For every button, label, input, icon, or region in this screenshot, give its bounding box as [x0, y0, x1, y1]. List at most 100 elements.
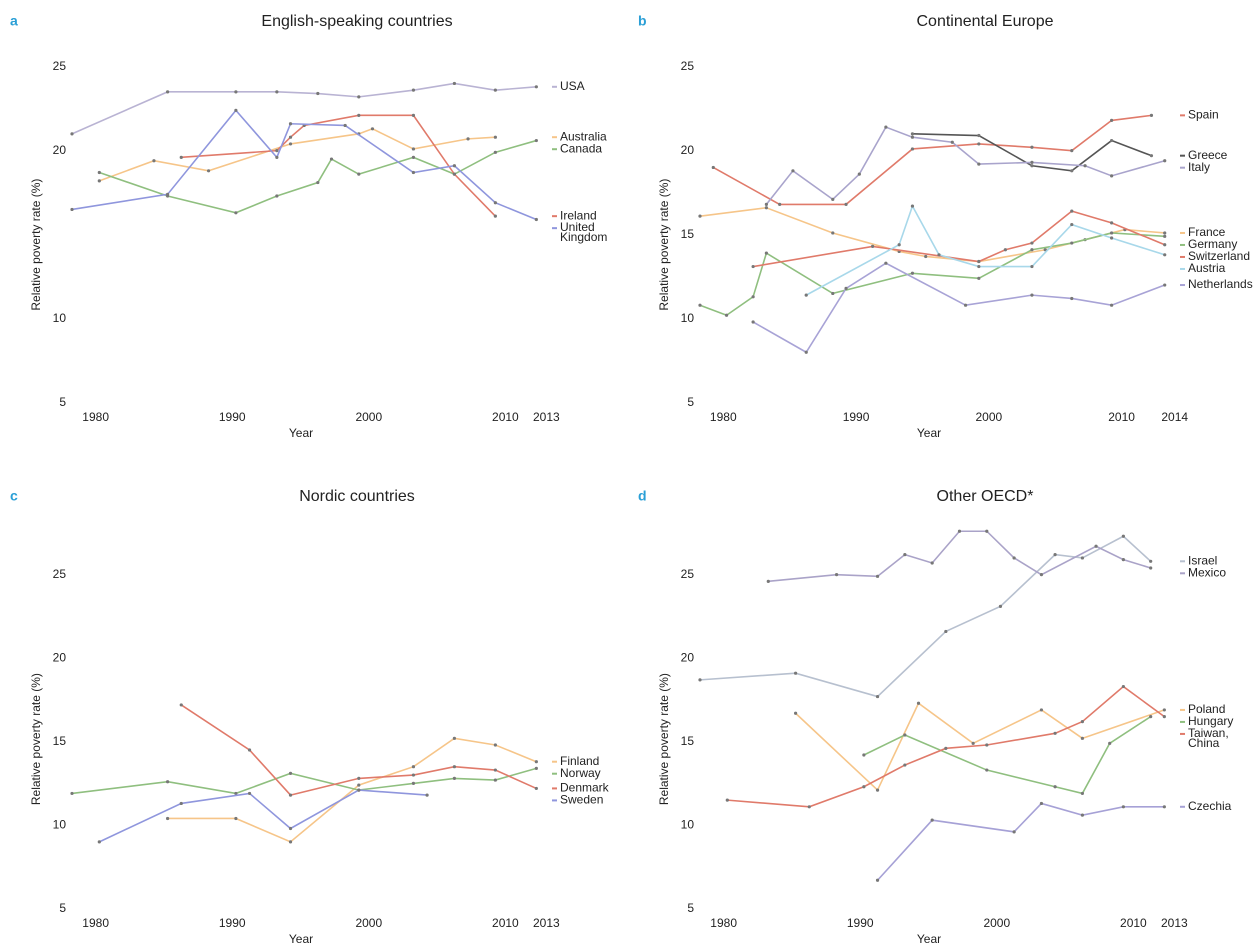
point: [985, 529, 989, 533]
x-tick-label: 1990: [847, 916, 874, 930]
legend-label: Germany: [1188, 237, 1237, 251]
x-axis-label: Year: [917, 932, 941, 946]
y-tick-label: 10: [53, 818, 67, 832]
point: [844, 286, 848, 290]
line: [71, 767, 537, 795]
point: [1149, 715, 1153, 719]
x-tick-label: 2010: [1108, 410, 1135, 424]
point: [862, 753, 866, 757]
point: [1110, 236, 1114, 240]
point: [1030, 160, 1034, 164]
legend-label: Sweden: [560, 793, 603, 807]
point: [466, 137, 470, 141]
legend-label: Denmark: [560, 781, 610, 795]
line: [99, 127, 496, 182]
point: [1163, 243, 1167, 247]
point: [357, 95, 361, 99]
point: [957, 529, 962, 533]
point: [493, 201, 497, 205]
legend-label: Poland: [1188, 702, 1225, 716]
point: [831, 291, 835, 296]
line: [71, 109, 537, 221]
x-axis-label: Year: [289, 426, 313, 440]
point: [794, 711, 798, 715]
point: [1080, 556, 1084, 560]
point: [316, 180, 320, 185]
y-tick-label: 5: [687, 901, 694, 915]
point: [903, 733, 907, 737]
point: [288, 142, 293, 146]
point: [857, 172, 861, 176]
point: [493, 88, 497, 92]
point: [724, 313, 729, 317]
line: [98, 789, 428, 843]
point: [977, 142, 981, 146]
point: [288, 122, 293, 126]
point: [897, 243, 901, 247]
point: [179, 801, 183, 806]
point: [166, 780, 170, 784]
point: [977, 264, 981, 269]
point: [698, 303, 702, 307]
point: [875, 694, 880, 699]
point: [1039, 708, 1044, 712]
x-tick-label: 2013: [533, 410, 560, 424]
x-tick-label: 2000: [983, 916, 1010, 930]
point: [411, 781, 416, 786]
point: [411, 113, 416, 117]
point: [1163, 159, 1167, 163]
x-tick-label: 2013: [533, 916, 560, 930]
point: [977, 162, 981, 166]
point: [329, 157, 334, 161]
point: [316, 91, 320, 96]
point: [1163, 283, 1167, 287]
point: [411, 155, 416, 159]
line: [795, 702, 1165, 792]
point: [971, 741, 975, 745]
legend-label: Israel: [1188, 553, 1217, 567]
point: [1070, 149, 1074, 153]
line: [181, 114, 496, 217]
point: [910, 132, 915, 136]
point: [452, 172, 456, 176]
legend-label: Austria: [1188, 261, 1226, 275]
point: [247, 748, 252, 752]
point: [534, 760, 538, 764]
point: [791, 169, 795, 173]
point: [70, 791, 74, 796]
point: [357, 172, 361, 176]
x-tick-label: 2010: [492, 410, 519, 424]
point: [831, 197, 835, 201]
point: [1083, 164, 1087, 168]
point: [778, 202, 782, 206]
point: [1070, 222, 1074, 227]
point: [357, 788, 361, 792]
point: [751, 295, 755, 299]
point: [1070, 169, 1074, 173]
point: [247, 791, 252, 796]
point: [357, 783, 361, 787]
y-tick-label: 25: [53, 567, 67, 581]
point: [910, 271, 915, 275]
point: [1163, 231, 1167, 235]
point: [1162, 708, 1166, 712]
y-tick-label: 5: [687, 395, 694, 409]
point: [794, 671, 798, 675]
point: [1162, 805, 1166, 809]
point: [534, 85, 538, 89]
point: [910, 147, 915, 151]
point: [206, 169, 211, 173]
point: [1149, 566, 1153, 570]
x-tick-label: 2000: [355, 410, 382, 424]
legend-label: Canada: [560, 141, 602, 155]
point: [1053, 731, 1057, 735]
point: [937, 253, 941, 257]
point: [357, 113, 361, 117]
point: [97, 179, 101, 183]
line: [765, 126, 1165, 205]
y-tick-label: 10: [681, 311, 695, 325]
point: [1080, 736, 1084, 740]
point: [534, 138, 538, 143]
point: [179, 703, 183, 707]
y-tick-label: 15: [53, 734, 67, 748]
